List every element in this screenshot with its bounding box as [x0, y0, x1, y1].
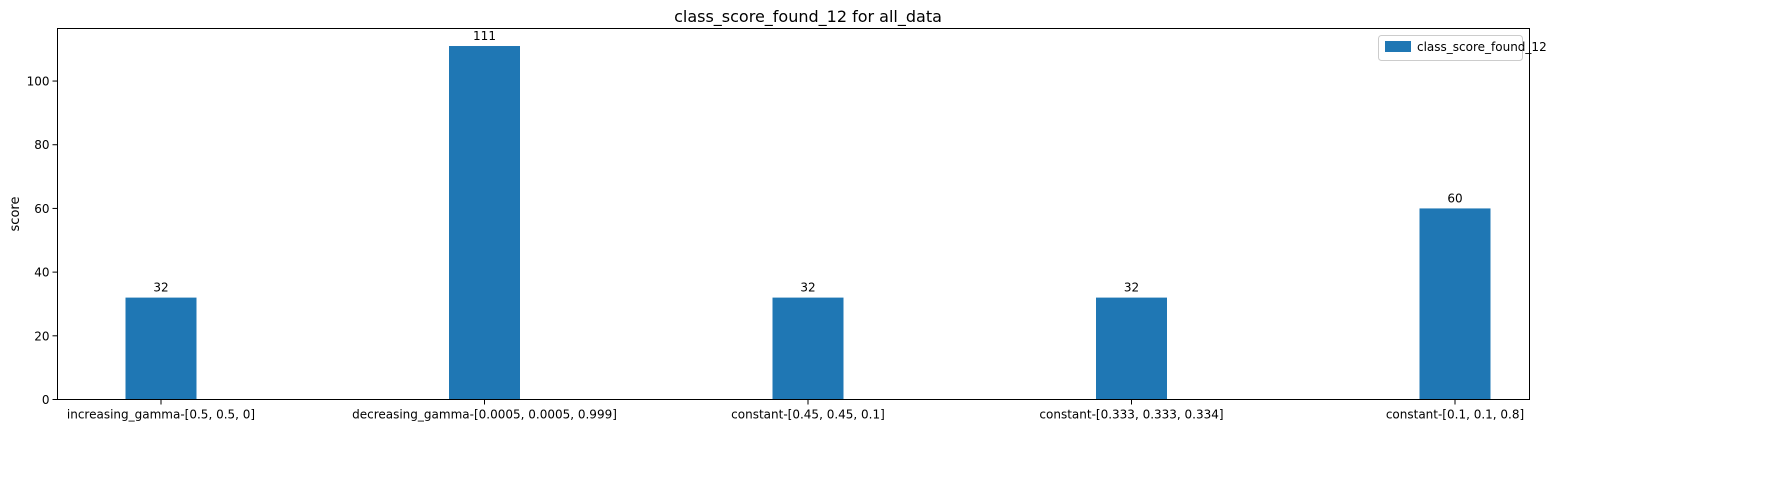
x-tick-label: decreasing_gamma-[0.0005, 0.0005, 0.999]: [352, 408, 617, 422]
x-tick-label: increasing_gamma-[0.5, 0.5, 0]: [67, 408, 255, 422]
data-labels: 32 111 32 32 60: [153, 29, 1462, 295]
x-tick-label: constant-[0.1, 0.1, 0.8]: [1386, 408, 1524, 422]
y-axis-label: score: [8, 197, 23, 232]
data-label: 32: [1124, 281, 1139, 295]
chart-title: class_score_found_12 for all_data: [674, 7, 942, 27]
legend-entry: class_score_found_12: [1417, 40, 1547, 54]
data-label: 111: [473, 29, 496, 43]
legend: class_score_found_12: [1378, 35, 1547, 61]
y-tick-label: 100: [27, 75, 50, 89]
y-tick-label: 0: [42, 393, 50, 407]
x-tick-label: constant-[0.333, 0.333, 0.334]: [1039, 408, 1223, 422]
y-tick-label: 40: [34, 266, 49, 280]
x-tick-label: constant-[0.45, 0.45, 0.1]: [731, 408, 885, 422]
y-tick-label: 20: [34, 329, 49, 343]
data-label: 32: [800, 281, 815, 295]
data-label: 60: [1447, 191, 1462, 205]
bars: [125, 46, 1491, 400]
x-axis: increasing_gamma-[0.5, 0.5, 0] decreasing…: [67, 399, 1524, 422]
bar: [125, 297, 197, 400]
plot-frame: [57, 28, 1530, 400]
y-tick-label: 60: [34, 202, 49, 216]
legend-swatch: [1385, 41, 1411, 52]
bar: [449, 46, 520, 400]
data-label: 32: [153, 281, 168, 295]
bar: [1419, 208, 1491, 400]
y-tick-label: 80: [34, 138, 49, 152]
bar: [772, 297, 844, 400]
y-axis: 0 20 40 60 80 100: [27, 75, 58, 407]
legend-box: [1378, 35, 1523, 61]
bar: [1096, 297, 1167, 400]
